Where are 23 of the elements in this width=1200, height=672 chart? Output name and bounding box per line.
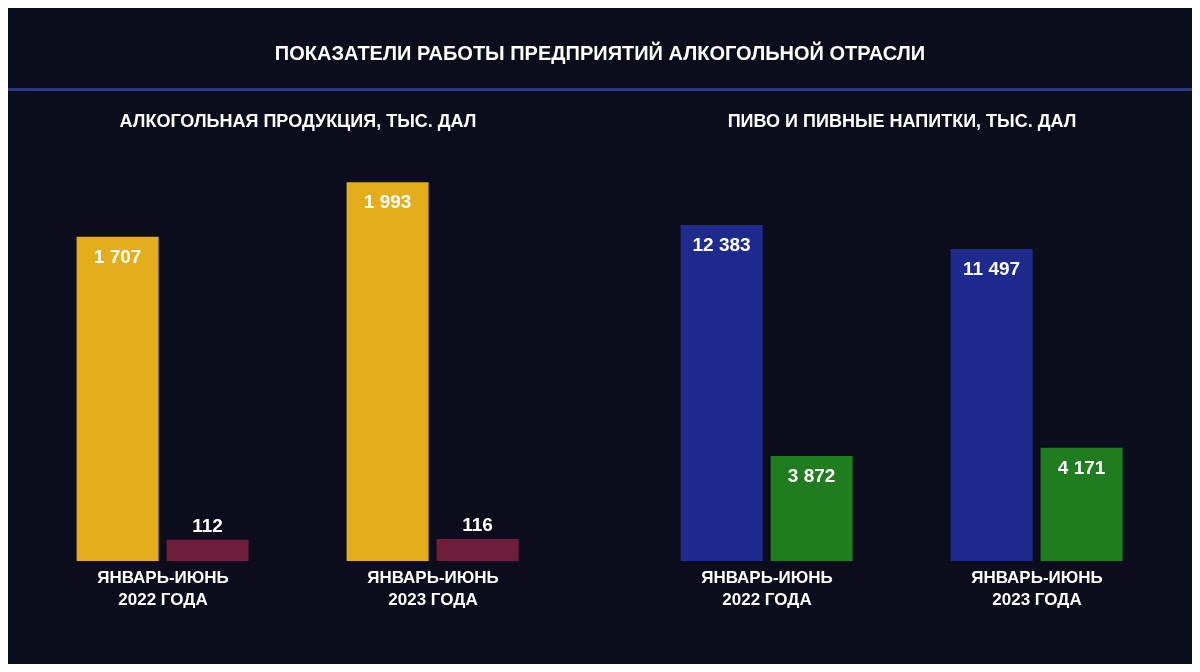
bar xyxy=(1040,447,1123,561)
data-label: 3 872 xyxy=(787,464,836,486)
chart-subtitle: ПИВО И ПИВНЫЕ НАПИТКИ, ТЫС. ДАЛ xyxy=(726,110,1078,133)
bar xyxy=(436,538,519,561)
x-tick-label: ЯНВАРЬ-ИЮНЬ 2023 ГОДА xyxy=(367,568,499,609)
data-label: 1 707 xyxy=(93,245,142,267)
chart-title: ПОКАЗАТЕЛИ РАБОТЫ ПРЕДПРИЯТИЙ АЛКОГОЛЬНОЙ ОТРАСЛИ xyxy=(8,8,1192,91)
bar xyxy=(166,539,249,561)
data-label: 112 xyxy=(192,514,223,536)
x-tick-label: ЯНВАРЬ-ИЮНЬ 2023 ГОДА xyxy=(971,568,1103,609)
bar xyxy=(680,224,763,561)
x-tick-label: ЯНВАРЬ-ИЮНЬ 2022 ГОДА xyxy=(97,568,229,609)
chart-subtitle: АЛКОГОЛЬНАЯ ПРОДУКЦИЯ, ТЫС. ДАЛ xyxy=(118,110,478,133)
bar xyxy=(76,236,159,561)
bar xyxy=(770,455,853,561)
data-label: 116 xyxy=(462,513,493,535)
data-label: 4 171 xyxy=(1057,456,1106,478)
bar xyxy=(950,248,1033,561)
data-label: 1 993 xyxy=(363,191,412,213)
bar xyxy=(346,182,429,561)
x-tick-label: ЯНВАРЬ-ИЮНЬ 2022 ГОДА xyxy=(701,568,833,609)
data-label: 12 383 xyxy=(692,233,751,255)
data-label: 11 497 xyxy=(963,257,1021,279)
